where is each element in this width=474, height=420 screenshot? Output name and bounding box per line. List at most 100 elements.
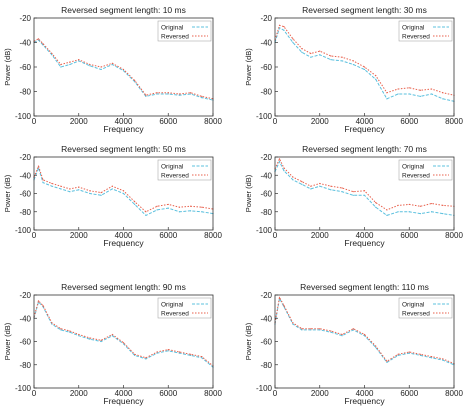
data-point-original <box>419 354 422 357</box>
data-point-original <box>111 335 113 337</box>
data-point-original <box>283 29 285 31</box>
data-point-original <box>42 181 44 184</box>
data-point-reversed <box>89 190 91 192</box>
series-line-reversed <box>33 38 214 100</box>
y-tick-label: -20 <box>260 153 272 162</box>
data-point-original <box>386 361 388 364</box>
y-tick-label: -60 <box>19 190 31 199</box>
data-point-reversed <box>167 92 169 94</box>
x-axis-label: Frequency <box>344 396 385 406</box>
data-point-reversed <box>42 304 44 307</box>
data-point-reversed <box>156 205 158 207</box>
data-point-original <box>145 358 147 360</box>
y-tick-label: -40 <box>19 39 31 48</box>
data-point-reversed <box>111 185 113 187</box>
data-point-reversed <box>69 188 71 190</box>
data-point-reversed <box>134 201 136 203</box>
y-tick-label: -20 <box>260 14 272 23</box>
data-point-reversed <box>178 351 181 353</box>
legend-label: Original <box>402 25 425 32</box>
data-point-reversed <box>352 191 354 193</box>
data-point-original <box>145 214 147 216</box>
data-point-original <box>330 59 332 61</box>
data-point-reversed <box>201 356 203 358</box>
data-point-original <box>408 211 410 213</box>
data-point-reversed <box>319 182 321 185</box>
data-point-original <box>319 185 321 187</box>
data-point-original <box>156 93 158 95</box>
data-point-original <box>292 323 294 325</box>
data-point-original <box>375 78 377 80</box>
data-point-original <box>341 191 343 193</box>
data-point-reversed <box>178 206 181 208</box>
data-point-original <box>352 329 354 331</box>
data-point-original <box>69 63 71 66</box>
legend-label: Original <box>161 302 184 309</box>
data-point-original <box>292 179 294 181</box>
x-tick-label: 2000 <box>70 117 88 126</box>
data-point-reversed <box>397 88 399 90</box>
data-point-original <box>134 81 136 83</box>
x-tick-label: 8000 <box>445 117 463 126</box>
data-point-reversed <box>37 165 40 167</box>
data-point-original <box>397 354 399 357</box>
x-tick-label: 6000 <box>159 117 177 126</box>
x-tick-label: 4000 <box>115 231 133 240</box>
y-tick-label: -80 <box>19 361 31 370</box>
y-tick-label: -100 <box>256 226 273 235</box>
data-point-original <box>386 214 388 216</box>
x-tick-label: 4000 <box>115 389 133 398</box>
data-point-reversed <box>397 353 399 355</box>
data-point-reversed <box>431 88 433 90</box>
data-point-original <box>386 98 388 100</box>
data-point-original <box>190 210 192 212</box>
x-tick-label: 0 <box>273 389 278 398</box>
data-point-original <box>134 354 136 357</box>
data-point-original <box>419 95 422 97</box>
data-point-original <box>310 188 312 190</box>
x-tick-label: 4000 <box>356 389 374 398</box>
data-point-reversed <box>310 52 312 55</box>
data-point-original <box>442 212 444 215</box>
data-point-original <box>78 60 80 62</box>
y-axis-label: Power (dB) <box>3 174 12 212</box>
legend-label: Reversed <box>161 34 189 41</box>
data-point-reversed <box>37 38 40 40</box>
data-point-reversed <box>363 66 366 68</box>
data-point-reversed <box>408 203 410 206</box>
chart-panel-2: Reversed segment length: 30 ms 0 2000 4000 6… <box>244 5 463 134</box>
legend: Original Reversed <box>157 20 212 42</box>
data-point-reversed <box>89 337 91 339</box>
y-tick-label: -100 <box>15 112 32 121</box>
data-point-reversed <box>156 92 158 94</box>
x-tick-label: 4000 <box>115 117 133 126</box>
legend-label: Reversed <box>402 311 430 318</box>
x-tick-label: 6000 <box>400 231 418 240</box>
data-point-original <box>190 354 192 357</box>
legend-label: Original <box>402 164 425 171</box>
data-point-original <box>78 189 80 191</box>
y-tick-label: -40 <box>19 171 31 180</box>
data-point-reversed <box>330 55 332 57</box>
data-point-reversed <box>375 74 377 77</box>
data-point-reversed <box>122 190 125 192</box>
data-point-reversed <box>278 24 281 26</box>
x-tick-label: 2000 <box>311 231 329 240</box>
data-point-reversed <box>100 66 102 68</box>
x-tick-label: 4000 <box>356 117 374 126</box>
y-tick-label: -20 <box>19 153 31 162</box>
data-point-reversed <box>51 322 53 324</box>
legend-box <box>398 20 453 42</box>
data-point-original <box>363 194 366 196</box>
data-point-reversed <box>42 179 44 181</box>
x-tick-label: 8000 <box>445 389 463 398</box>
data-point-original <box>442 98 444 100</box>
data-point-reversed <box>330 185 332 187</box>
y-axis-label: Power (dB) <box>244 48 253 86</box>
chart-panel-4: Reversed segment length: 70 ms 0 2000 4000 6… <box>244 144 463 248</box>
data-point-reversed <box>301 328 303 330</box>
legend: Original Reversed <box>398 159 453 181</box>
data-point-reversed <box>375 345 377 347</box>
data-point-reversed <box>363 190 366 192</box>
data-point-reversed <box>310 185 312 187</box>
